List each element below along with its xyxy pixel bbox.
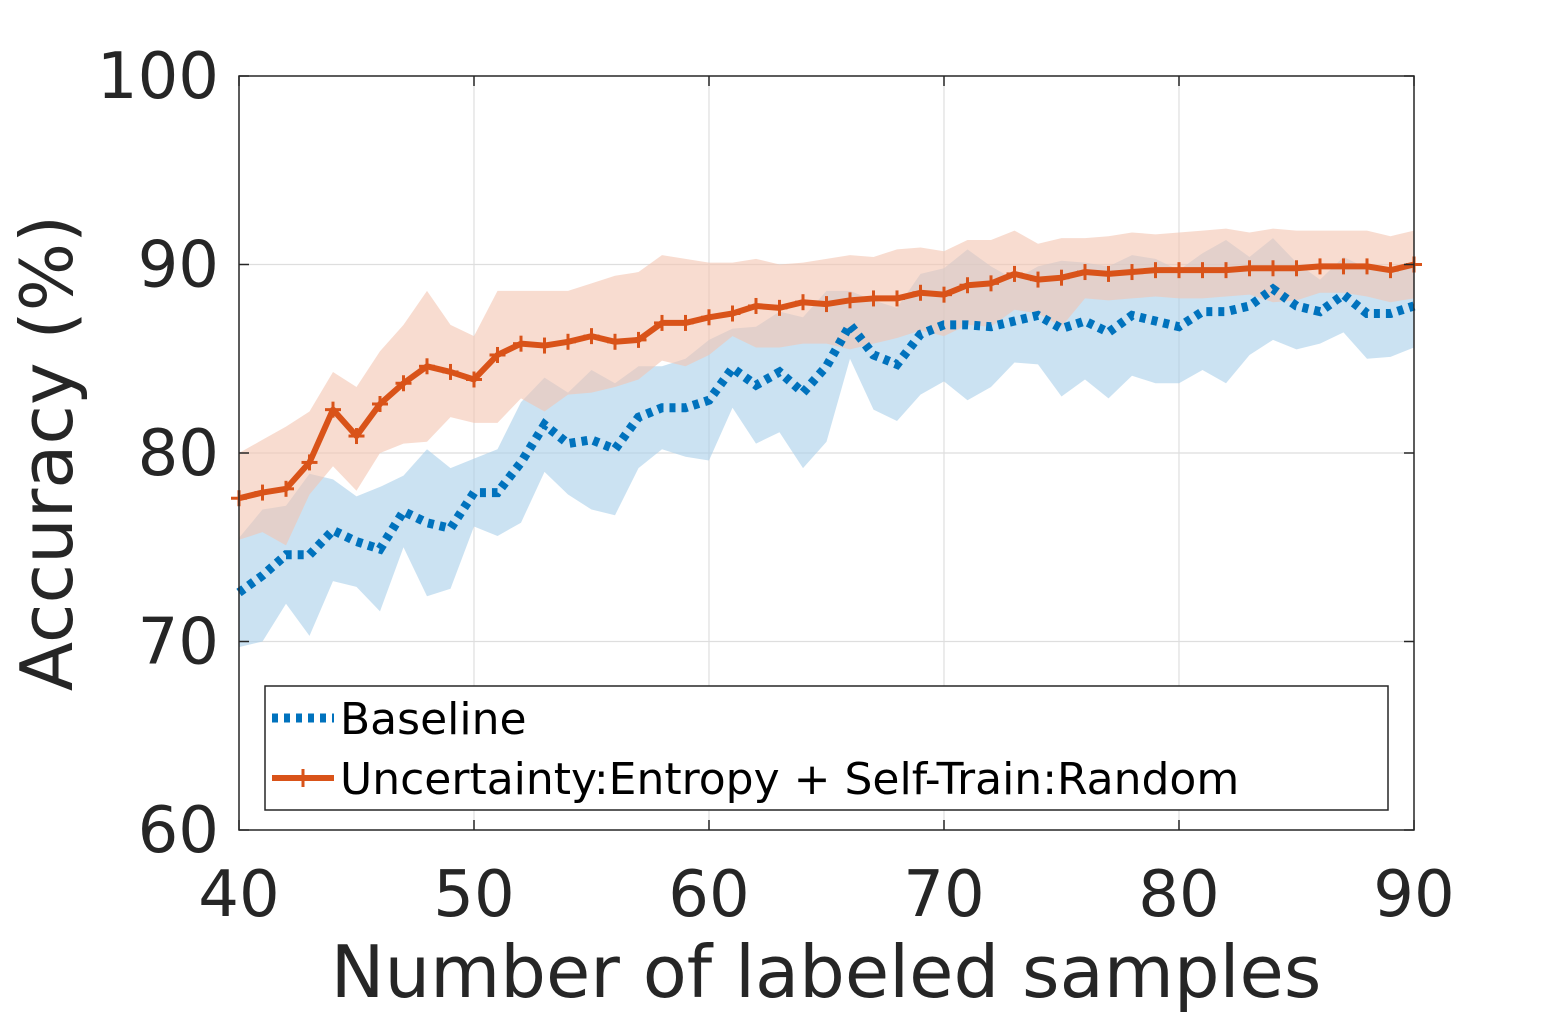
legend-label-proposed: Uncertainty:Entropy + Self-Train:Random [340, 754, 1239, 805]
confidence-band-0 [239, 238, 1414, 648]
x-tick-label: 80 [1138, 858, 1219, 932]
x-axis-ticks: 40 50 60 70 80 90 [198, 76, 1455, 932]
y-tick-label: 90 [138, 229, 219, 303]
x-tick-label: 40 [198, 858, 279, 932]
y-axis-title: Accuracy (%) [5, 215, 89, 691]
y-tick-label: 60 [138, 794, 219, 868]
y-tick-label: 100 [97, 40, 219, 114]
legend-label-baseline: Baseline [340, 694, 527, 745]
legend: Baseline Uncertainty:Entropy + Self-Trai… [264, 685, 1389, 811]
x-tick-label: 70 [903, 858, 984, 932]
x-tick-label: 90 [1373, 858, 1454, 932]
y-tick-label: 80 [138, 417, 219, 491]
y-tick-label: 70 [138, 606, 219, 680]
series-lines [231, 256, 1422, 597]
y-axis-ticks: 60 70 80 90 100 [97, 40, 1414, 868]
legend-box [264, 685, 1389, 811]
x-axis-title: Number of labeled samples [331, 930, 1322, 1014]
confidence-band-1 [239, 228, 1414, 546]
x-tick-label: 60 [668, 858, 749, 932]
x-tick-label: 50 [433, 858, 514, 932]
confidence-bands [239, 228, 1414, 648]
